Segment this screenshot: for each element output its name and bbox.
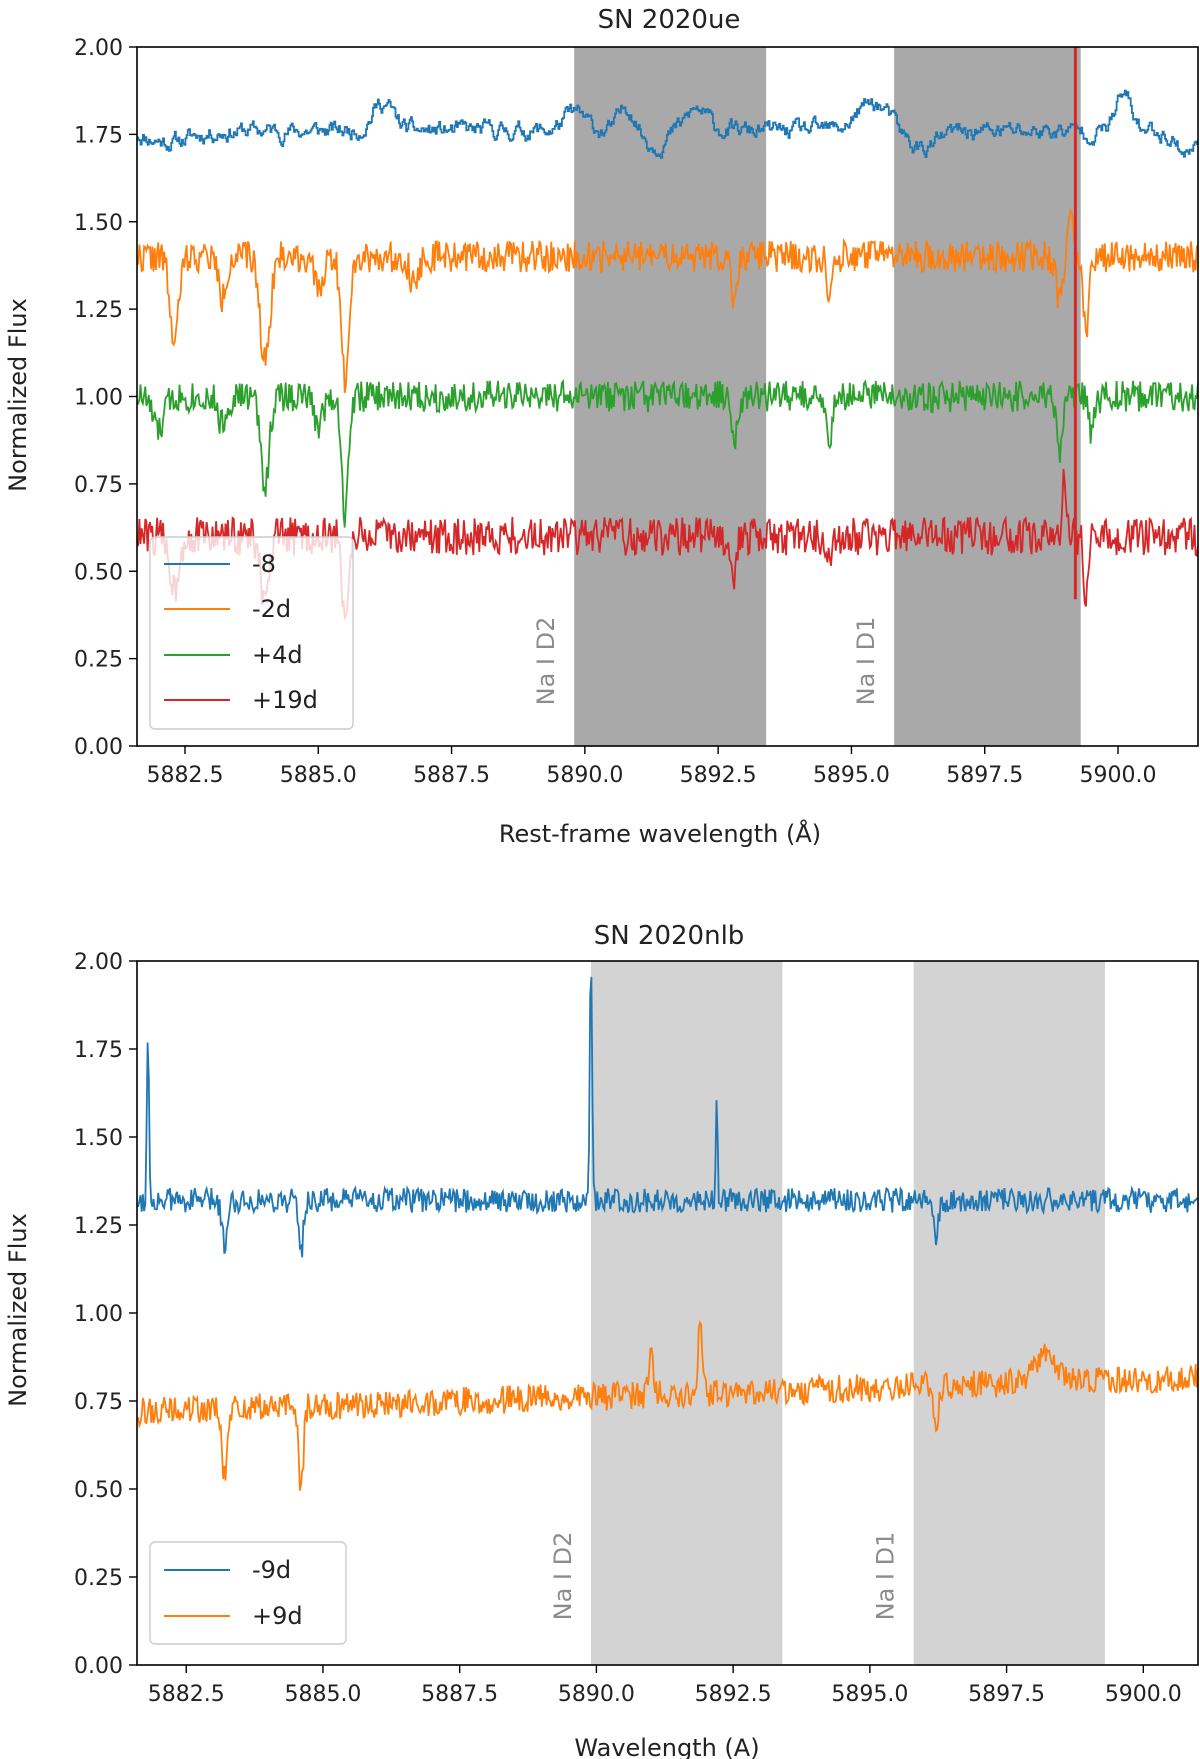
- x-tick-label: 5900.0: [1105, 1682, 1182, 1707]
- x-tick-label: 5892.5: [680, 763, 757, 788]
- y-tick-label: 1.25: [74, 298, 123, 323]
- legend-label-minus2d: -2d: [252, 595, 291, 623]
- x-tick-label: 5895.0: [831, 1682, 908, 1707]
- y-tick-label: 0.25: [74, 648, 123, 673]
- legend-label-plus4d: +4d: [252, 641, 303, 669]
- y-tick-label: 0.75: [74, 1390, 123, 1415]
- legend: -8 -2d +4d +19d: [149, 536, 354, 730]
- x-tick-label: 5890.0: [546, 763, 623, 788]
- chart-title: SN 2020nlb: [594, 921, 745, 951]
- axes: 5882.5 5885.0 5887.5 5890.0 5892.5 5895.0 5897…: [74, 36, 1199, 788]
- x-tick-label: 5897.5: [968, 1682, 1045, 1707]
- band-labels: Na I D2 Na I D1: [532, 617, 880, 706]
- legend-label-minus8: -8: [252, 550, 276, 578]
- x-tick-label: 5897.5: [946, 763, 1023, 788]
- series-line-9d: [137, 1320, 1198, 1491]
- legend: -9d +9d: [149, 1541, 347, 1645]
- band-label-na-d1: Na I D1: [872, 1532, 900, 1621]
- plot-area: [137, 976, 1198, 1491]
- band-label-na-d2: Na I D2: [549, 1532, 577, 1621]
- y-tick-label: 1.50: [74, 1126, 123, 1151]
- y-tick-label: 0.50: [74, 560, 123, 585]
- shaded-regions: [590, 961, 1106, 1665]
- band-label-na-d2: Na I D2: [532, 617, 560, 706]
- x-tick-label: 5892.5: [695, 1682, 772, 1707]
- x-tick-label: 5887.5: [421, 1682, 498, 1707]
- y-tick-label: 2.00: [74, 950, 123, 975]
- band-na-d2: [590, 961, 783, 1665]
- axes: 5882.5 5885.0 5887.5 5890.0 5892.5 5895.0 5897…: [74, 950, 1199, 1707]
- x-tick-label: 5895.0: [813, 763, 890, 788]
- band-na-d1: [894, 47, 1081, 746]
- panel-sn2020nlb: SN 2020nlb Na I D2 Na I D1 5882.5 5885.0 5…: [4, 921, 1199, 1759]
- legend-label-plus19d: +19d: [252, 686, 318, 714]
- y-tick-label: 0.75: [74, 473, 123, 498]
- x-tick-label: 5887.5: [413, 763, 490, 788]
- x-tick-label: 5882.5: [148, 1682, 225, 1707]
- y-axis-label: Normalized Flux: [4, 298, 32, 492]
- band-label-na-d1: Na I D1: [852, 617, 880, 706]
- y-tick-label: 2.00: [74, 36, 123, 61]
- chart-title: SN 2020ue: [598, 5, 741, 35]
- legend-box: [149, 1541, 347, 1645]
- x-tick-label: 5900.0: [1080, 763, 1157, 788]
- series-line-8: [137, 89, 1198, 159]
- series-line-9d: [137, 976, 1198, 1258]
- series-line-4d: [137, 378, 1198, 528]
- y-tick-label: 1.00: [74, 386, 123, 411]
- x-tick-label: 5882.5: [146, 763, 223, 788]
- legend-box: [149, 536, 354, 730]
- x-axis-label: Rest-frame wavelength (Å): [499, 819, 821, 848]
- x-tick-label: 5885.0: [284, 1682, 361, 1707]
- y-tick-label: 0.00: [74, 735, 123, 760]
- legend-label-plus9d: +9d: [252, 1602, 303, 1630]
- y-tick-label: 1.50: [74, 211, 123, 236]
- y-tick-label: 0.00: [74, 1654, 123, 1679]
- y-tick-label: 1.00: [74, 1302, 123, 1327]
- band-labels: Na I D2 Na I D1: [549, 1532, 900, 1621]
- x-axis-label: Wavelength (A): [574, 1734, 759, 1759]
- y-axis-label: Normalized Flux: [4, 1213, 32, 1407]
- x-tick-label: 5885.0: [280, 763, 357, 788]
- band-na-d1: [913, 961, 1106, 1665]
- panel-sn2020ue: SN 2020ue Na I D2 Na I D1 5882.5 5885.0 58…: [4, 5, 1199, 848]
- y-tick-label: 1.25: [74, 1214, 123, 1239]
- legend-label-minus9d: -9d: [252, 1556, 291, 1584]
- y-tick-label: 0.25: [74, 1566, 123, 1591]
- y-tick-label: 1.75: [74, 123, 123, 148]
- y-tick-label: 0.50: [74, 1478, 123, 1503]
- x-tick-label: 5890.0: [558, 1682, 635, 1707]
- y-tick-label: 1.75: [74, 1038, 123, 1063]
- series-line-2d: [137, 207, 1198, 394]
